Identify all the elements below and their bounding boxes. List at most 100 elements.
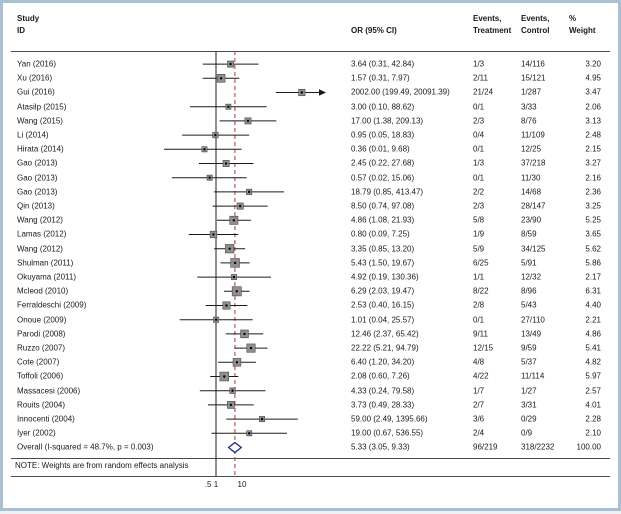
- events-control-value: 34/125: [521, 244, 546, 254]
- forest-row: Wang (2012) 3.35 (0.85, 13.20) 5/9 34/125 5.…: [3, 242, 621, 256]
- events-control-value: 12/25: [521, 144, 542, 154]
- forest-row: Gao (2013) 0.57 (0.02, 15.06) 0/1 11/30 2.16: [3, 171, 621, 185]
- or-ci-value: 2.08 (0.60, 7.26): [351, 371, 410, 381]
- header-weight-line1: %: [569, 14, 577, 23]
- study-label: Cote (2007): [17, 357, 60, 367]
- study-label: Iyer (2002): [17, 428, 56, 438]
- header-events-treatment-line2: Treatment: [473, 26, 512, 35]
- or-ci-value: 5.43 (1.50, 19.67): [351, 258, 415, 268]
- weight-value: 2.16: [585, 173, 601, 183]
- study-label: Shulman (2011): [17, 258, 74, 268]
- forest-row: Atasilp (2015) 3.00 (0.10, 88.62) 0/1 3/33 2…: [3, 100, 621, 114]
- events-control-value: 5/91: [521, 258, 537, 268]
- events-treatment-value: 9/11: [473, 329, 488, 339]
- events-treatment-value: 2/7: [473, 400, 485, 410]
- column-header-study: Study ID: [17, 13, 39, 37]
- header-rule: [11, 51, 610, 52]
- header-weight-line2: Weight: [569, 26, 596, 35]
- header-events-control-line2: Control: [521, 26, 550, 35]
- events-treatment-value: 0/1: [473, 144, 485, 154]
- forest-row: Wang (2015) 17.00 (1.38, 209.13) 2/3 8/76 3.…: [3, 114, 621, 128]
- forest-row: Onoue (2009) 1.01 (0.04, 25.57) 0/1 27/110 2…: [3, 313, 621, 327]
- study-label: Rouits (2004): [17, 400, 66, 410]
- events-treatment-value: 0/4: [473, 130, 485, 140]
- events-treatment-value: 2/8: [473, 300, 485, 310]
- study-label: Ruzzo (2007): [17, 343, 66, 353]
- events-control-value: 27/110: [521, 315, 545, 325]
- axis-rule: [11, 476, 610, 477]
- forest-row: Iyer (2002) 19.00 (0.67, 536.55) 2/4 0/9 2.1…: [3, 426, 621, 440]
- events-treatment-value: 0/1: [473, 173, 485, 183]
- weight-value: 3.65: [585, 229, 601, 239]
- weight-value: 5.41: [585, 343, 601, 353]
- study-label: Gao (2013): [17, 187, 58, 197]
- events-treatment-value: 2/11: [473, 73, 488, 83]
- events-treatment-value: 21/24: [473, 87, 494, 97]
- study-label: Wang (2015): [17, 116, 63, 126]
- study-label: Li (2014): [17, 130, 49, 140]
- weight-value: 2.15: [585, 144, 601, 154]
- events-control-value: 12/32: [521, 272, 542, 282]
- weight-value: 2.21: [585, 315, 601, 325]
- weight-value: 5.97: [585, 371, 601, 381]
- study-label: Wang (2012): [17, 215, 63, 225]
- weight-value: 3.20: [585, 59, 601, 69]
- events-control-value: 11/30: [521, 173, 541, 183]
- events-control-value: 0/29: [521, 414, 537, 424]
- or-ci-value: 8.50 (0.74, 97.08): [351, 201, 415, 211]
- weight-value: 2.36: [585, 187, 601, 197]
- events-treatment-value: 0/1: [473, 102, 485, 112]
- events-treatment-value: 5/9: [473, 244, 485, 254]
- or-ci-value: 1.01 (0.04, 25.57): [351, 315, 415, 325]
- events-control-value: 8/59: [521, 229, 537, 239]
- events-control-value: 3/31: [521, 400, 537, 410]
- or-ci-value: 0.57 (0.02, 15.06): [351, 173, 415, 183]
- study-label: Innocenti (2004): [17, 414, 75, 424]
- weight-value: 4.86: [585, 329, 601, 339]
- events-control-value: 3/33: [521, 102, 537, 112]
- events-control-value: 14/116: [521, 59, 545, 69]
- forest-row: Gao (2013) 18.79 (0.85, 413.47) 2/2 14/68 2.…: [3, 185, 621, 199]
- or-ci-value: 2.45 (0.22, 27.68): [351, 158, 415, 168]
- events-control-value: 11/109: [521, 130, 545, 140]
- forest-row: Mcleod (2010) 6.29 (2.03, 19.47) 8/22 8/96 6…: [3, 284, 621, 298]
- study-label: Xu (2016): [17, 73, 53, 83]
- weight-value: 2.48: [585, 130, 601, 140]
- forest-row: Gui (2016) 2002.00 (199.49, 20091.39) 21/2…: [3, 85, 621, 99]
- weight-value: 5.62: [585, 244, 601, 254]
- weight-value: 3.47: [585, 87, 601, 97]
- study-label: Gui (2016): [17, 87, 55, 97]
- or-ci-value: 0.80 (0.09, 7.25): [351, 229, 410, 239]
- forest-row: Rouits (2004) 3.73 (0.49, 28.33) 2/7 3/31 4.…: [3, 398, 621, 412]
- forest-row: Cote (2007) 6.40 (1.20, 34.20) 4/8 5/37 4.82: [3, 355, 621, 369]
- header-events-treatment-line1: Events,: [473, 14, 502, 23]
- overall-row: Overall (I-squared = 48.7%, p = 0.003) 5.…: [3, 440, 621, 454]
- study-rows: Yan (2016) 3.64 (0.31, 42.84) 1/3 14/116 3.2…: [3, 3, 621, 514]
- x-axis-tick-label: 10: [237, 480, 247, 489]
- weight-value: 100.00: [576, 442, 601, 452]
- forest-row: Innocenti (2004) 59.00 (2.49, 1395.66) 3/6…: [3, 412, 621, 426]
- note-top-rule: [11, 458, 610, 459]
- weight-value: 3.27: [585, 158, 601, 168]
- or-ci-value: 59.00 (2.49, 1395.66): [351, 414, 428, 424]
- study-label: Lamas (2012): [17, 229, 67, 239]
- forest-row: Qin (2013) 8.50 (0.74, 97.08) 2/3 28/147 3.2…: [3, 199, 621, 213]
- events-control-value: 14/68: [521, 187, 542, 197]
- events-control-value: 1/287: [521, 87, 542, 97]
- events-control-value: 13/49: [521, 329, 542, 339]
- column-header-events-control: Events, Control: [521, 13, 549, 37]
- events-control-value: 23/90: [521, 215, 542, 225]
- events-control-value: 5/37: [521, 357, 537, 367]
- note-text: NOTE: Weights are from random effects an…: [15, 461, 189, 470]
- weight-value: 4.95: [585, 73, 601, 83]
- weight-value: 2.17: [585, 272, 601, 282]
- forest-row: Lamas (2012) 0.80 (0.09, 7.25) 1/9 8/59 3.65: [3, 227, 621, 241]
- events-control-value: 11/114: [521, 371, 545, 381]
- events-treatment-value: 12/15: [473, 343, 494, 353]
- weight-value: 2.10: [585, 428, 601, 438]
- events-treatment-value: 8/22: [473, 286, 489, 296]
- x-axis-tick-label: .5: [204, 480, 212, 489]
- study-label: Toffoli (2006): [17, 371, 64, 381]
- events-treatment-value: 0/1: [473, 315, 485, 325]
